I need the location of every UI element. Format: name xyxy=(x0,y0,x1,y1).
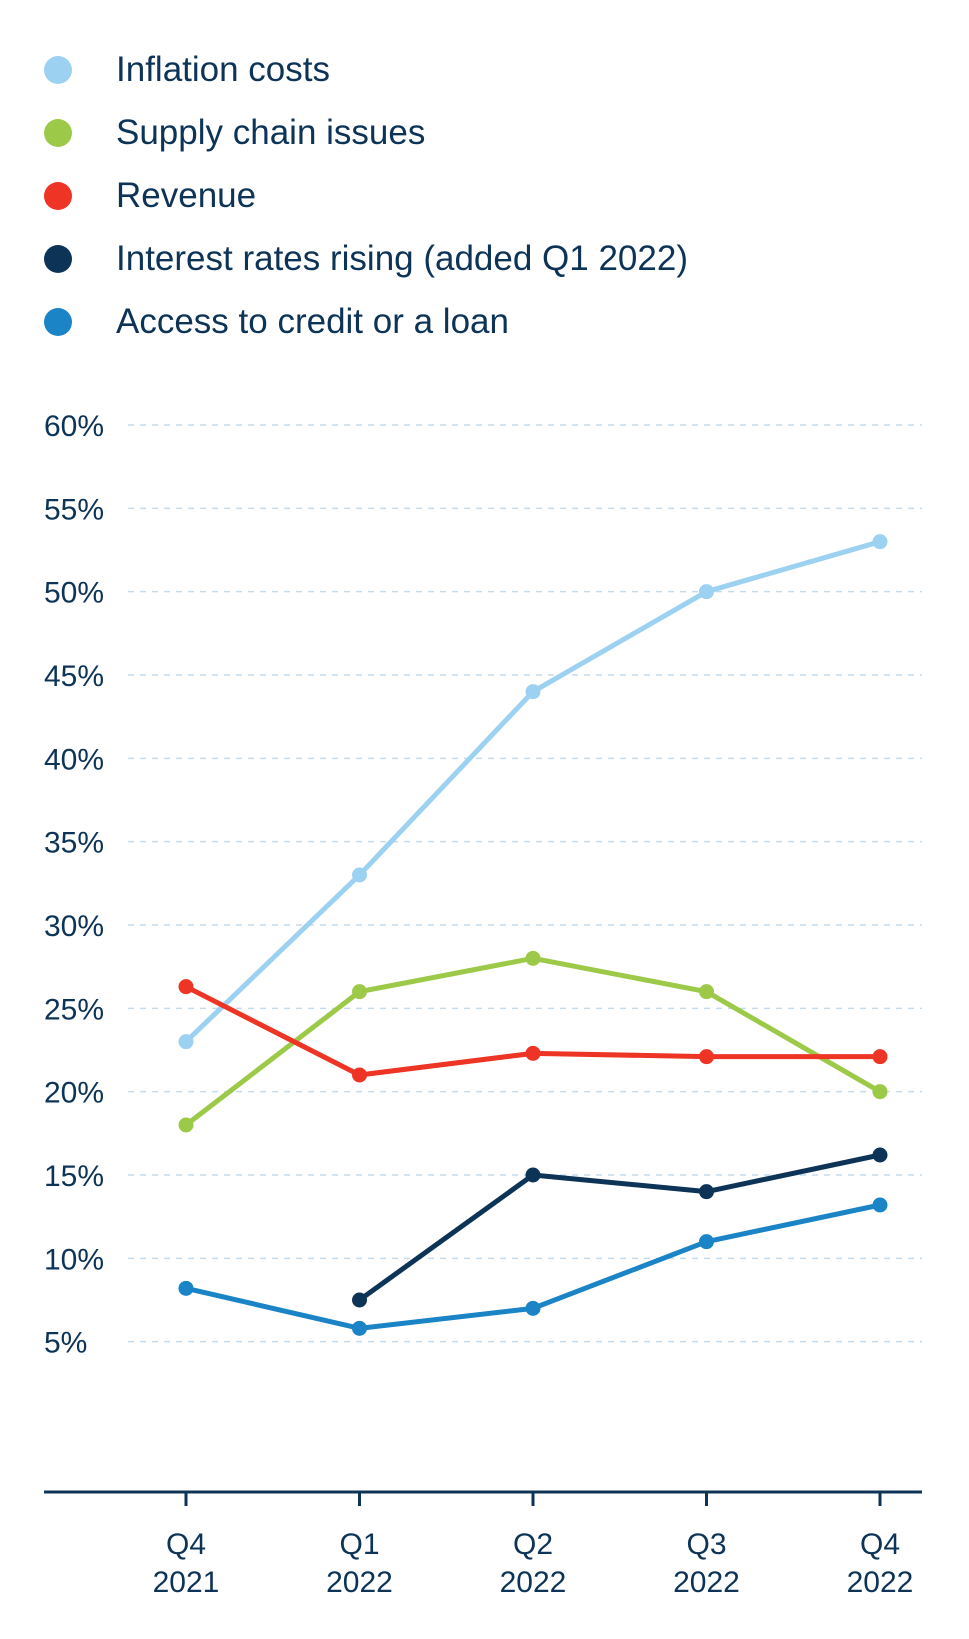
legend-swatch xyxy=(44,181,72,210)
x-axis xyxy=(44,1490,922,1506)
data-point xyxy=(525,1167,541,1183)
series-group xyxy=(178,950,888,1133)
data-point xyxy=(872,534,888,550)
data-point xyxy=(872,1049,888,1065)
y-tick-label: 60% xyxy=(44,410,104,443)
series-group xyxy=(178,979,888,1083)
data-point xyxy=(872,1147,888,1163)
data-point xyxy=(525,950,541,966)
legend-item-access-to-credit: Access to credit or a loan xyxy=(44,290,688,353)
series-group xyxy=(178,534,888,1050)
y-tick-label: 15% xyxy=(44,1160,104,1193)
y-tick-label: 40% xyxy=(44,743,104,776)
legend-label: Inflation costs xyxy=(116,50,330,89)
data-point xyxy=(178,1117,194,1133)
x-tick-label: 2022 xyxy=(500,1566,567,1599)
series-group xyxy=(352,1147,888,1308)
x-axis-tick-labels: Q4 2021 Q1 2022 Q2 2022 Q3 2022 Q4 2022 xyxy=(153,1528,914,1599)
data-point xyxy=(872,1084,888,1100)
y-tick-label: 35% xyxy=(44,827,104,860)
y-tick-label: 20% xyxy=(44,1077,104,1110)
x-tick-label: Q3 xyxy=(686,1528,726,1561)
data-point xyxy=(352,984,367,1000)
data-point xyxy=(352,1292,367,1308)
y-tick-label: 10% xyxy=(44,1243,104,1276)
data-point xyxy=(352,867,367,883)
legend-item-supply-chain-issues: Supply chain issues xyxy=(44,101,688,164)
legend-swatch xyxy=(44,244,72,273)
y-tick-label: 25% xyxy=(44,993,104,1026)
data-point xyxy=(699,1049,714,1065)
series-group xyxy=(178,1197,888,1336)
x-tick-label: 2022 xyxy=(673,1566,740,1599)
x-tick-label: Q4 xyxy=(166,1528,206,1561)
chart-legend: Inflation costs Supply chain issues Reve… xyxy=(44,38,688,353)
legend-swatch xyxy=(44,307,72,336)
legend-label: Supply chain issues xyxy=(116,113,426,152)
data-point xyxy=(872,1197,888,1213)
data-point xyxy=(699,1234,714,1250)
data-point xyxy=(178,1034,194,1050)
series-line xyxy=(183,539,883,1045)
legend-label: Revenue xyxy=(116,176,257,215)
grid-lines xyxy=(128,424,922,1343)
legend-item-revenue: Revenue xyxy=(44,164,688,227)
legend-item-interest-rates-rising: Interest rates rising (added Q1 2022) xyxy=(44,227,688,290)
y-tick-label: 5% xyxy=(44,1327,87,1360)
series-lines xyxy=(178,534,888,1336)
data-point xyxy=(699,1184,714,1200)
data-point xyxy=(178,1280,194,1296)
data-point xyxy=(525,1045,541,1061)
data-point xyxy=(352,1067,367,1083)
data-point xyxy=(699,584,714,600)
x-tick-label: Q1 xyxy=(339,1528,379,1561)
x-tick-label: 2022 xyxy=(847,1566,914,1599)
y-axis-tick-labels: 5% 10% 15% 20% 25% 30% 35% 40% 45% 50% 55% 60% xyxy=(44,410,104,1360)
y-tick-label: 45% xyxy=(44,660,104,693)
x-tick-label: Q4 xyxy=(860,1528,900,1561)
x-tick-label: 2021 xyxy=(153,1566,220,1599)
legend-label: Interest rates rising (added Q1 2022) xyxy=(116,239,688,278)
data-point xyxy=(699,984,714,1000)
series-line xyxy=(357,1152,883,1303)
data-point xyxy=(525,1300,541,1316)
x-tick-label: 2022 xyxy=(326,1566,393,1599)
legend-swatch xyxy=(44,118,72,147)
y-tick-label: 50% xyxy=(44,577,104,610)
x-tick-label: Q2 xyxy=(513,1528,553,1561)
data-point xyxy=(525,684,541,700)
data-point xyxy=(352,1320,367,1336)
legend-item-inflation-costs: Inflation costs xyxy=(44,38,688,101)
legend-swatch xyxy=(44,55,72,84)
data-point xyxy=(178,979,194,995)
y-tick-label: 30% xyxy=(44,910,104,943)
y-tick-label: 55% xyxy=(44,493,104,526)
legend-label: Access to credit or a loan xyxy=(116,302,509,341)
